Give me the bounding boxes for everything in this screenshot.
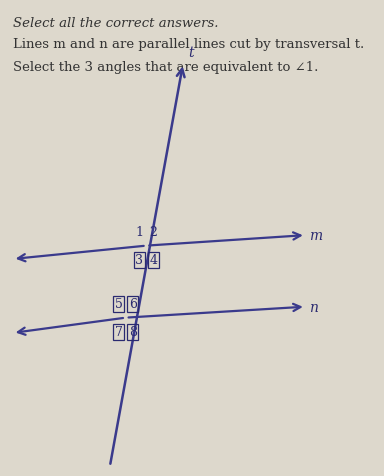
Text: 2: 2 — [149, 226, 157, 238]
Text: Select all the correct answers.: Select all the correct answers. — [13, 17, 218, 30]
Text: 3: 3 — [136, 254, 144, 267]
Text: n: n — [309, 300, 318, 314]
Text: Select the 3 angles that are equivalent to ∠1.: Select the 3 angles that are equivalent … — [13, 61, 318, 74]
Text: 6: 6 — [129, 298, 137, 310]
Text: Lines m and n are parallel lines cut by transversal t.: Lines m and n are parallel lines cut by … — [13, 38, 364, 51]
Text: 8: 8 — [129, 326, 137, 338]
Text: t: t — [188, 46, 194, 60]
Text: 7: 7 — [115, 326, 123, 338]
Text: 5: 5 — [115, 298, 123, 310]
Text: 4: 4 — [149, 254, 157, 267]
Text: 1: 1 — [136, 226, 144, 238]
Text: m: m — [309, 228, 322, 243]
